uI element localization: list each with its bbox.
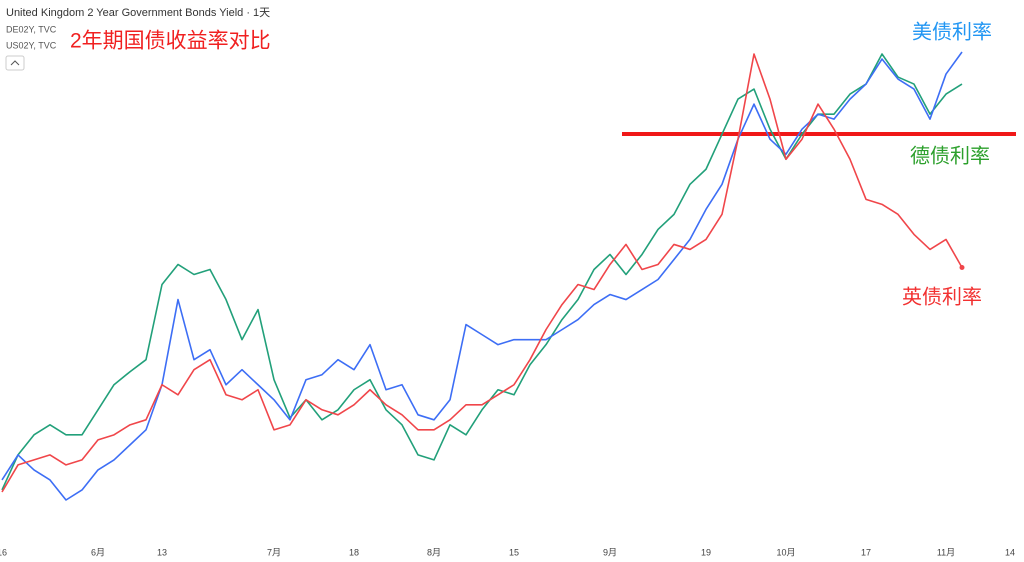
x-tick-label: 13 (157, 547, 167, 557)
collapse-button[interactable] (5, 55, 25, 71)
x-tick-label: 6月 (91, 547, 105, 557)
series-label: 英债利率 (902, 285, 982, 308)
end-point (959, 264, 965, 270)
x-tick-label: 11月 (937, 547, 955, 557)
series-label: 德债利率 (910, 144, 990, 167)
x-tick-label: 15 (509, 547, 519, 557)
x-tick-label: 18 (349, 547, 359, 557)
series-line (1, 53, 963, 493)
series-line (1, 53, 963, 491)
annotation: 2年期国债收益率对比 (70, 30, 271, 53)
chart-title: United Kingdom 2 Year Government Bonds Y… (6, 7, 270, 19)
x-tick-label: 16 (0, 547, 7, 557)
collapse-icon (10, 60, 20, 66)
symbol-label: DE02Y, TVC (6, 24, 57, 34)
x-tick-label: 8月 (427, 547, 441, 557)
x-tick-label: 9月 (603, 547, 617, 557)
x-tick-label: 10月 (776, 547, 795, 557)
symbol-label: US02Y, TVC (6, 40, 57, 50)
series-label: 美债利率 (912, 20, 992, 43)
x-tick-label: 17 (861, 547, 871, 557)
x-tick-label: 7月 (267, 547, 281, 557)
x-tick-label: 14 (1005, 547, 1015, 557)
x-tick-label: 19 (701, 547, 711, 557)
